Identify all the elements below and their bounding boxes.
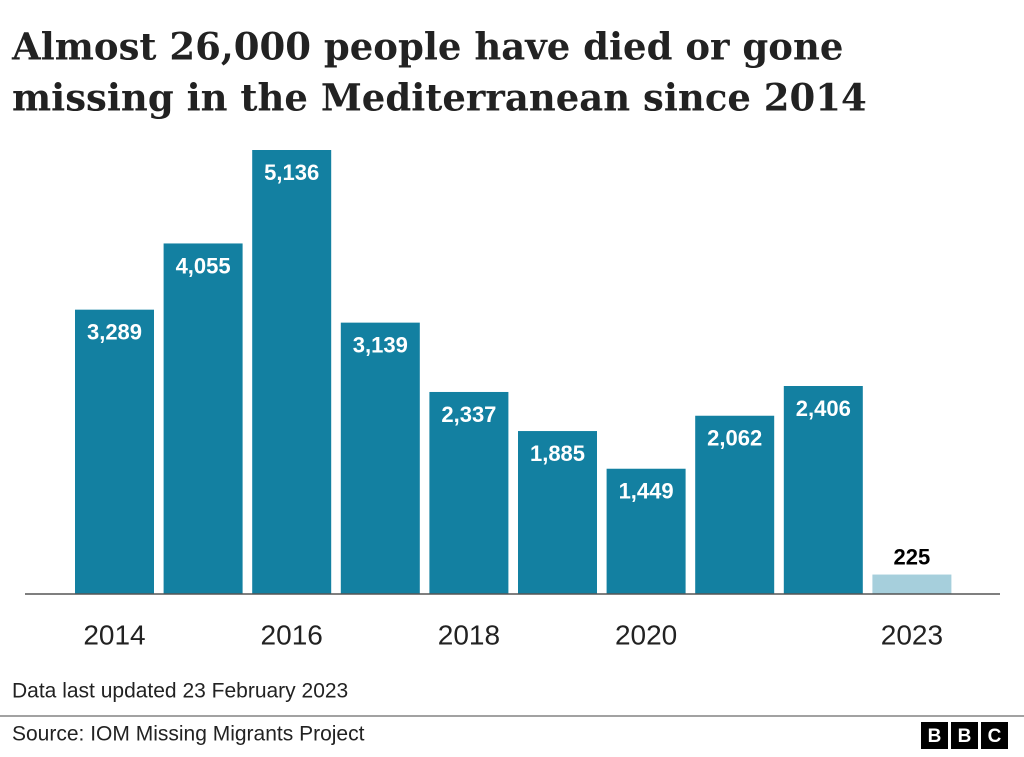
value-label: 2,062 (707, 426, 762, 451)
bar (429, 391, 509, 594)
x-tick-label: 2020 (615, 619, 677, 650)
chart-title: Almost 26,000 people have died or gone (11, 25, 843, 69)
note: Data last updated 23 February 2023 (12, 680, 348, 703)
value-label: 5,136 (264, 160, 319, 185)
value-label: 2,337 (441, 402, 496, 427)
bar (75, 309, 154, 594)
value-label: 4,055 (176, 253, 231, 278)
value-label: 3,289 (87, 319, 142, 344)
bar (695, 415, 775, 594)
value-label: 225 (894, 544, 931, 569)
logo-letter: B (928, 726, 942, 747)
bar (252, 150, 332, 594)
x-tick-label: 2016 (261, 619, 323, 650)
value-label: 2,406 (796, 396, 851, 421)
logo-box (951, 722, 978, 749)
bar (340, 322, 420, 594)
logo-box (921, 722, 948, 749)
bar (872, 574, 952, 594)
value-label: 1,885 (530, 441, 585, 466)
bar (163, 243, 243, 594)
logo-box (981, 722, 1008, 749)
bar (606, 468, 686, 594)
value-label: 1,449 (619, 479, 674, 504)
value-label: 3,139 (353, 332, 408, 357)
logo-letter: B (958, 726, 972, 747)
source: Source: IOM Missing Migrants Project (12, 723, 365, 746)
chart-title: missing in the Mediterranean since 2014 (12, 76, 867, 120)
x-tick-label: 2023 (881, 619, 943, 650)
x-tick-label: 2014 (83, 619, 145, 650)
bar (783, 386, 863, 594)
bar (518, 431, 597, 594)
x-tick-label: 2018 (438, 619, 500, 650)
logo-letter: C (988, 726, 1002, 747)
